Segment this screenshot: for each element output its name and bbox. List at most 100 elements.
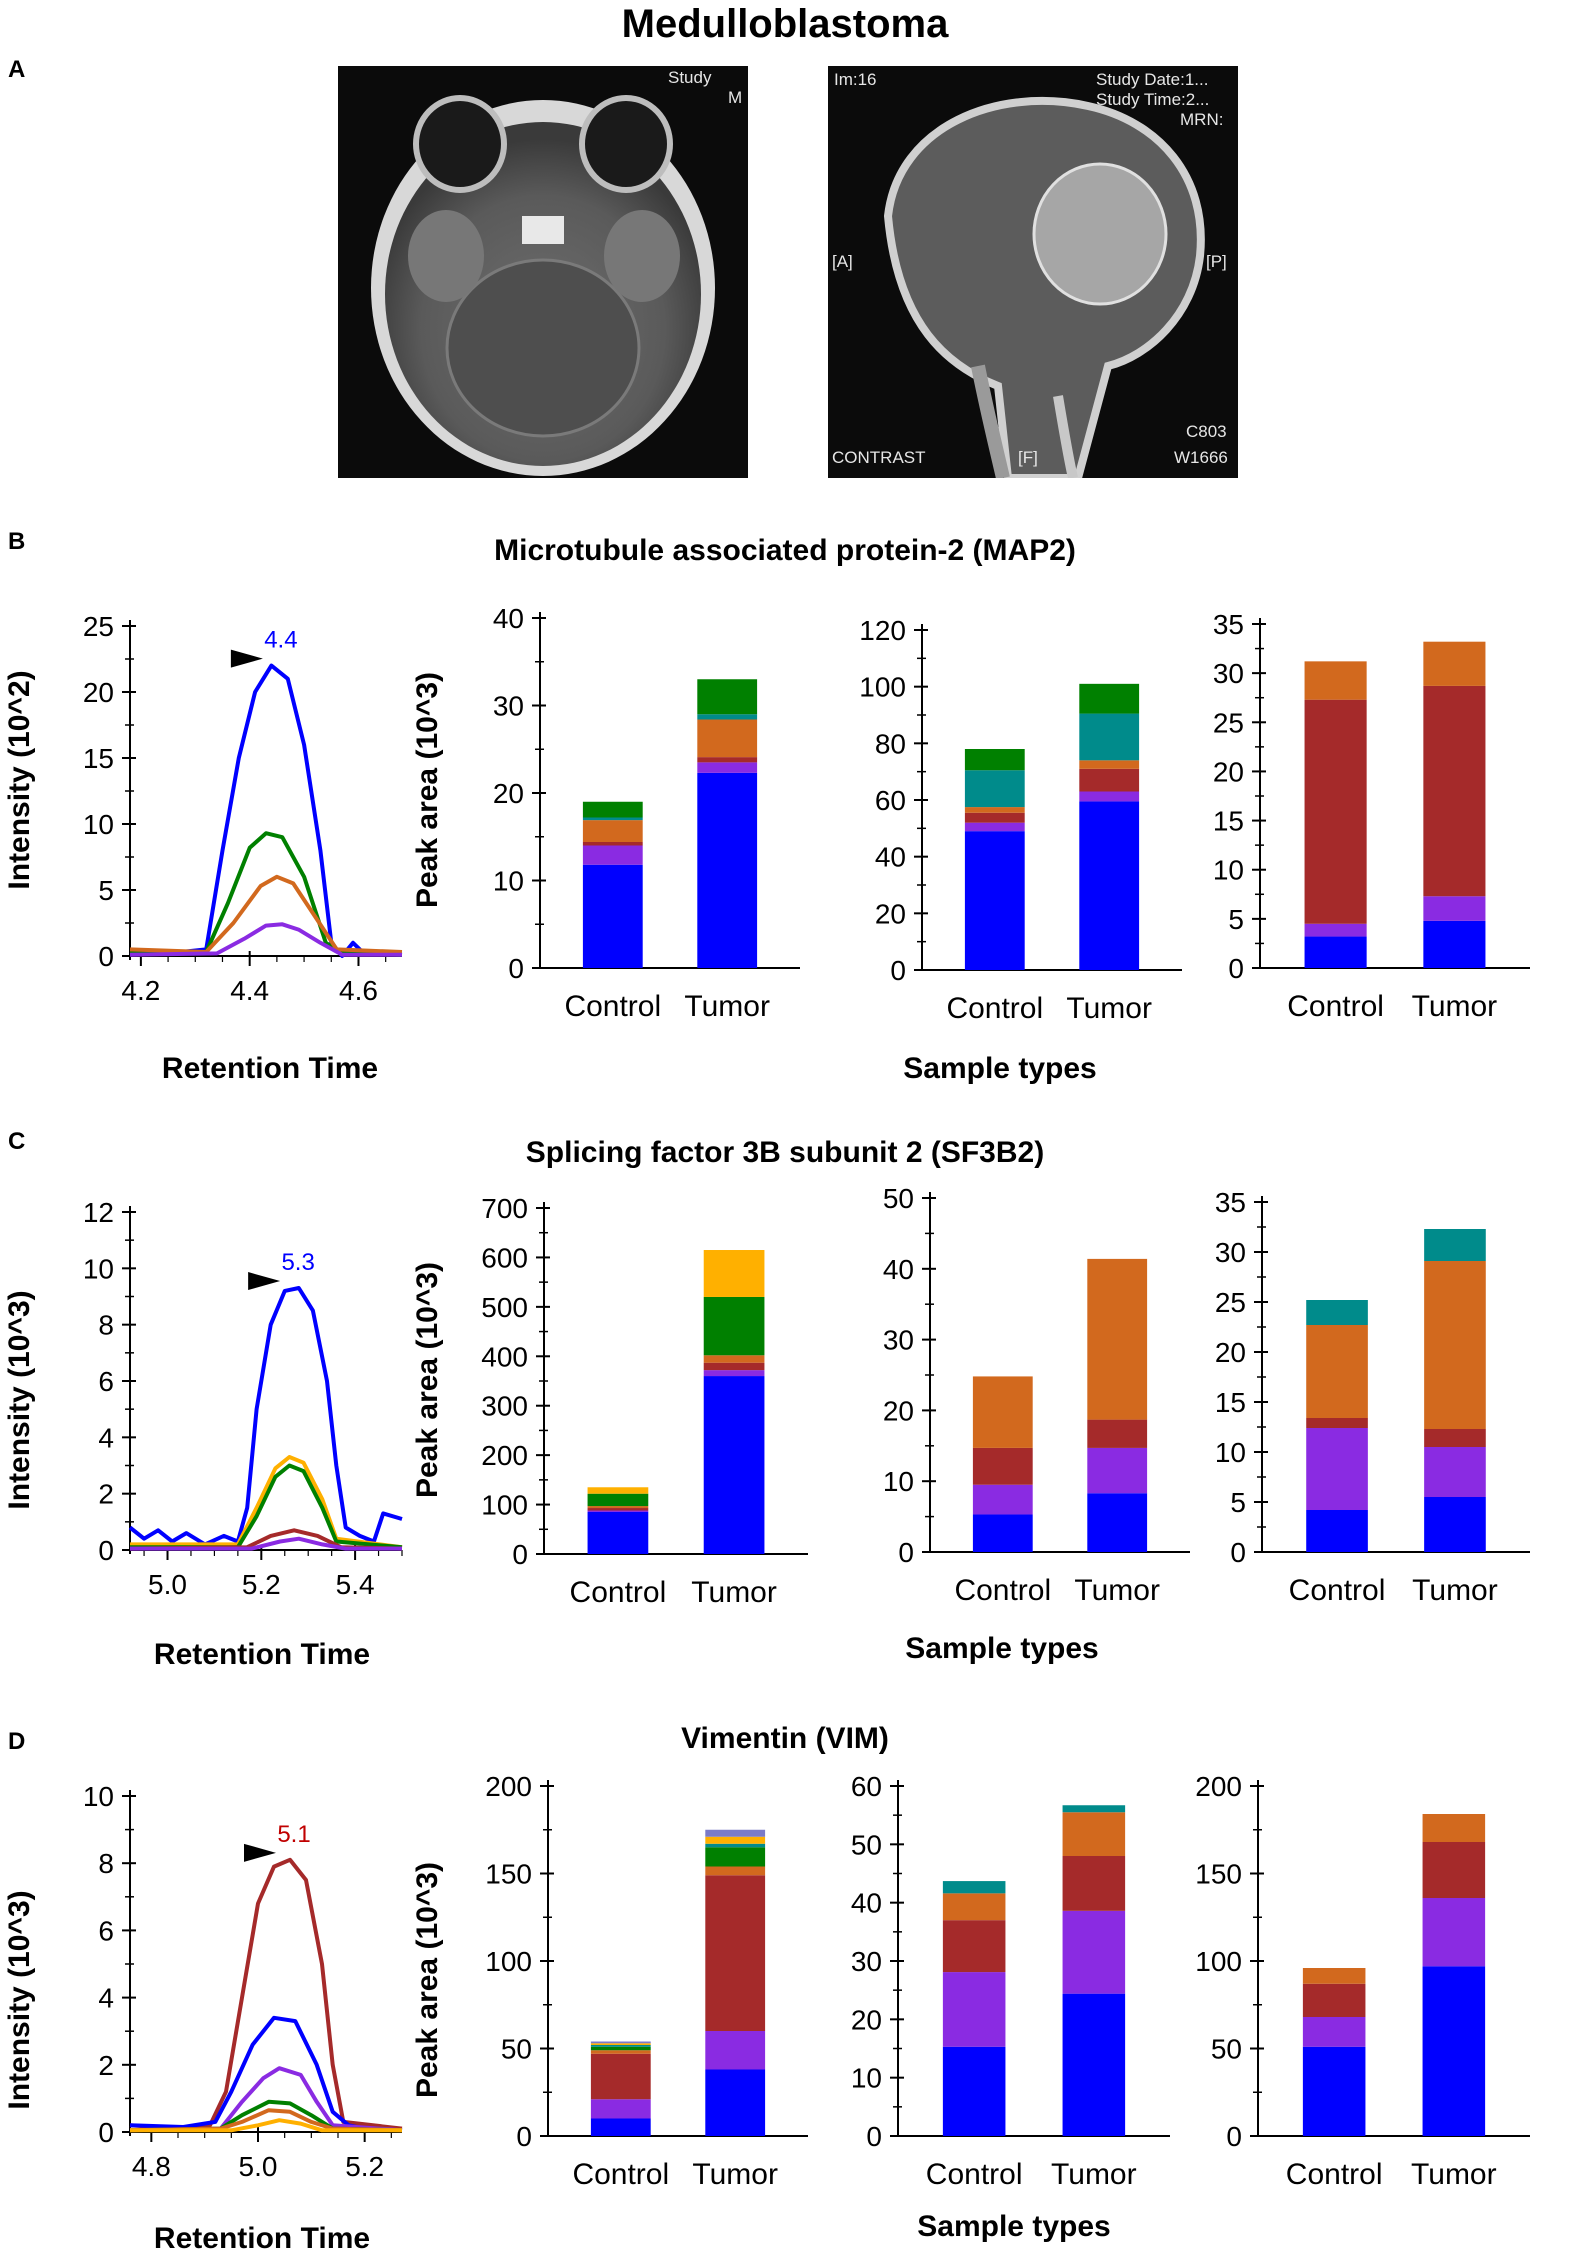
B-bar2-ytick-label: 0 (890, 955, 906, 986)
B-bar3-ytick-label: 0 (1228, 953, 1244, 984)
D-trace-trace-0 (129, 1857, 403, 2131)
D-bar3-bar-control-blue (1302, 2046, 1366, 2136)
C-bar1-bar-control-blue (587, 1511, 649, 1554)
B-bar1-ytick-label: 30 (493, 691, 524, 722)
cerebellar-tumor (1032, 162, 1168, 306)
C-bar3-bar-tumor-purple (1424, 1447, 1486, 1497)
D-trace-ytick-label: 6 (98, 1915, 114, 1946)
B-bar2-ytick-label: 20 (875, 898, 906, 929)
C-bar2-bar-tumor-darkred (1087, 1419, 1148, 1448)
B-trace-trace-2 (129, 874, 403, 954)
B-bar2-ytick-label: 120 (859, 615, 906, 646)
D-bar2-bar-control-orange (942, 1893, 1006, 1921)
C-trace-xtick-label: 5.2 (242, 1569, 281, 1600)
B-bar1-bar-tumor-orange (697, 719, 758, 758)
D-bar2-bar-tumor-purple (1062, 1910, 1126, 1994)
C-trace-ytick-label: 12 (83, 1197, 114, 1228)
B-bar2-category-label-control: Control (946, 992, 1043, 1025)
mri-axial-overlay-2: M (728, 88, 743, 107)
C-bar2-ytick-label: 0 (898, 1537, 914, 1568)
mri-anterior: [A] (832, 252, 853, 271)
panel-b-trace-xlabel: Retention Time (161, 1052, 379, 1085)
mri-foot: [F] (1018, 448, 1038, 467)
bright-vessels (522, 216, 564, 244)
D-bar1-bar-control-teal (590, 2045, 651, 2047)
C-bar1-bar-tumor-darkred (703, 1362, 765, 1371)
C-bar2-bar-tumor-purple (1087, 1447, 1148, 1494)
D-bar1-ytick-label: 50 (501, 2034, 532, 2065)
C-bar1-ytick-label: 200 (481, 1440, 528, 1471)
D-bar2-ytick-label: 50 (851, 1829, 882, 1860)
mri-study-date: Study Date:1... (1096, 70, 1209, 89)
B-bar3-ytick-label: 5 (1228, 904, 1244, 935)
B-bar2-bar-tumor-darkred (1079, 768, 1140, 792)
C-trace-trace-0 (128, 1286, 403, 1547)
D-bar2-bar-control-purple (942, 1972, 1006, 2047)
B-bar1-ytick-label: 40 (493, 603, 524, 634)
B-trace-ytick-label: 15 (83, 743, 114, 774)
mri-sagittal-drawing (883, 96, 1205, 478)
D-bar2-bar-control-blue (942, 2046, 1006, 2136)
panel-letter-c: C (8, 1128, 26, 1155)
C-trace-ytick-label: 4 (98, 1422, 114, 1453)
C-bar3-ytick-label: 30 (1215, 1237, 1246, 1268)
C-bar3-ytick-label: 20 (1215, 1337, 1246, 1368)
C-trace-ytick-label: 8 (98, 1310, 114, 1341)
D-trace-ytick-label: 4 (98, 1983, 114, 2014)
D-bar2-bar-tumor-blue (1062, 1993, 1126, 2136)
C-bar1-bar-control-green (587, 1493, 649, 1507)
D-bar3-bar-tumor-orange (1422, 1814, 1486, 1842)
B-bar1-bar-tumor-green (697, 679, 758, 715)
B-bar1-bar-control-orange (582, 820, 643, 842)
temporal-lobe-left (408, 210, 484, 302)
B-bar1-bar-tumor-blue (697, 772, 758, 968)
D-bar1-bar-tumor-purple (705, 2031, 766, 2070)
D-bar1-ytick-label: 150 (485, 1859, 532, 1890)
C-bar2-category-label-control: Control (954, 1574, 1051, 1607)
D-bar3-ytick-label: 150 (1195, 1859, 1242, 1890)
C-bar1-bar-control-gold (587, 1487, 649, 1494)
C-bar1-bar-tumor-purple (703, 1370, 765, 1377)
spine (1053, 395, 1078, 478)
B-bar3-ytick-label: 30 (1213, 658, 1244, 689)
mri-im: Im:16 (834, 70, 877, 89)
D-bar1-category-label-control: Control (572, 2158, 669, 2191)
B-bar2-bar-tumor-orange (1079, 760, 1140, 769)
D-trace-trace-4 (129, 2108, 403, 2133)
B-trace-peak-arrow-icon (230, 649, 263, 668)
temporal-lobe-right (604, 210, 680, 302)
C-bar3-ytick-label: 10 (1215, 1437, 1246, 1468)
C-bar1-category-label-control: Control (570, 1576, 667, 1609)
B-bar2-bar-control-teal (964, 770, 1025, 808)
B-trace-trace-3 (129, 922, 402, 957)
D-bar1-bar-control-darkred (590, 2053, 651, 2100)
mri-mrn: MRN: (1180, 110, 1224, 129)
B-bar2-bar-control-darkred (964, 812, 1025, 823)
C-bar1-bar-tumor-gold (703, 1250, 765, 1297)
C-bar1-bar-control-purple (587, 1510, 649, 1512)
B-bar2-bar-tumor-green (1079, 683, 1140, 714)
D-bar2-bar-control-teal (942, 1881, 1006, 1894)
B-bar2-ytick-label: 100 (859, 672, 906, 703)
B-trace-xtick-label: 4.2 (121, 975, 160, 1006)
D-bar3-ytick-label: 0 (1226, 2121, 1242, 2152)
D-bar1-bar-tumor-gold (705, 1836, 766, 1844)
C-bar2-category-label-tumor: Tumor (1074, 1574, 1160, 1607)
C-bar3-bar-control-orange (1306, 1325, 1368, 1418)
C-bar1-ytick-label: 300 (481, 1391, 528, 1422)
D-bar1-bar-control-gold (590, 2043, 651, 2045)
brainstem (971, 364, 1010, 478)
panel-letter-d: D (8, 1728, 26, 1755)
C-bar3-bar-control-darkred (1306, 1418, 1368, 1428)
mri-contrast: CONTRAST (832, 448, 926, 467)
D-trace-ytick-label: 10 (83, 1781, 114, 1812)
D-trace-ytick-label: 2 (98, 2050, 114, 2081)
C-bar3-ytick-label: 15 (1215, 1387, 1246, 1418)
panel-letter-a: A (8, 56, 26, 83)
B-bar1-bar-control-darkred (582, 842, 643, 846)
D-bar2-bar-tumor-orange (1062, 1812, 1126, 1856)
D-bar2-category-label-tumor: Tumor (1051, 2158, 1137, 2191)
C-bar3-bar-tumor-orange (1424, 1261, 1486, 1429)
C-bar1-bar-control-darkred (587, 1508, 649, 1511)
C-bar3-bar-tumor-blue (1424, 1497, 1486, 1552)
